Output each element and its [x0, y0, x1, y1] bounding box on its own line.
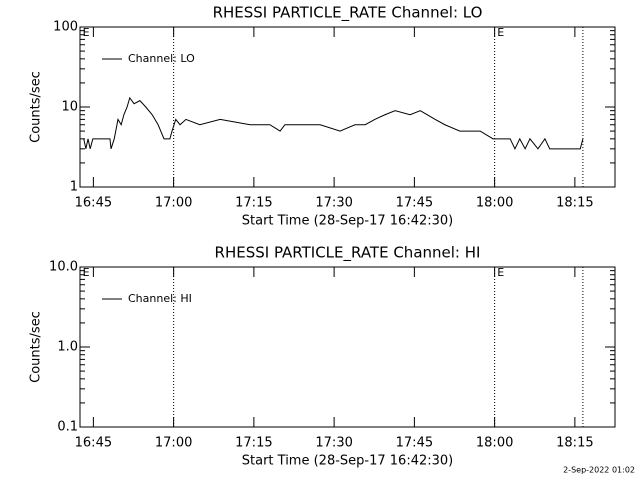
data-line [83, 96, 584, 150]
y-tick-label: 10.0 [49, 260, 78, 275]
x-tick-label: 18:00 [476, 436, 513, 451]
x-tick-label: 18:15 [556, 436, 593, 451]
x-tick-label: 17:15 [235, 196, 272, 211]
x-tick-label: 16:45 [75, 196, 112, 211]
x-tick-label: 17:30 [315, 196, 352, 211]
legend-label: Channel: HI [128, 292, 192, 305]
x-tick-label: 17:30 [315, 436, 352, 451]
plot-frame [79, 26, 616, 188]
x-tick-label: 18:00 [476, 196, 513, 211]
x-tick-label: 17:15 [235, 436, 272, 451]
y-tick-label: 1.0 [57, 340, 78, 355]
y-tick-label: 10 [61, 100, 78, 115]
y-tick-label: 1 [70, 180, 78, 195]
x-tick-label: 16:45 [75, 436, 112, 451]
x-axis-label: Start Time (28-Sep-17 16:42:30) [242, 454, 453, 469]
marker-label: E [497, 266, 504, 279]
footer: 2-Sep-2022 01:02 [563, 466, 635, 475]
chart-title: RHESSI PARTICLE_RATE Channel: HI [215, 244, 481, 263]
y-axis-label: Counts/sec [29, 311, 44, 383]
chart-title: RHESSI PARTICLE_RATE Channel: LO [213, 4, 483, 23]
x-tick-label: 17:45 [396, 196, 433, 211]
y-axis-label: Counts/sec [29, 71, 44, 143]
y-tick-label: 0.1 [57, 420, 78, 435]
x-axis-label: Start Time (28-Sep-17 16:42:30) [242, 214, 453, 229]
marker-label: E [83, 266, 90, 279]
marker-label: E [497, 26, 504, 39]
x-tick-label: 17:45 [396, 436, 433, 451]
legend-label: Channel: LO [128, 52, 195, 65]
x-tick-label: 17:00 [155, 436, 192, 451]
marker-label: E [83, 26, 90, 39]
y-tick-label: 100 [53, 20, 78, 35]
x-tick-label: 18:15 [556, 196, 593, 211]
x-tick-label: 17:00 [155, 196, 192, 211]
plot-frame [79, 266, 616, 428]
